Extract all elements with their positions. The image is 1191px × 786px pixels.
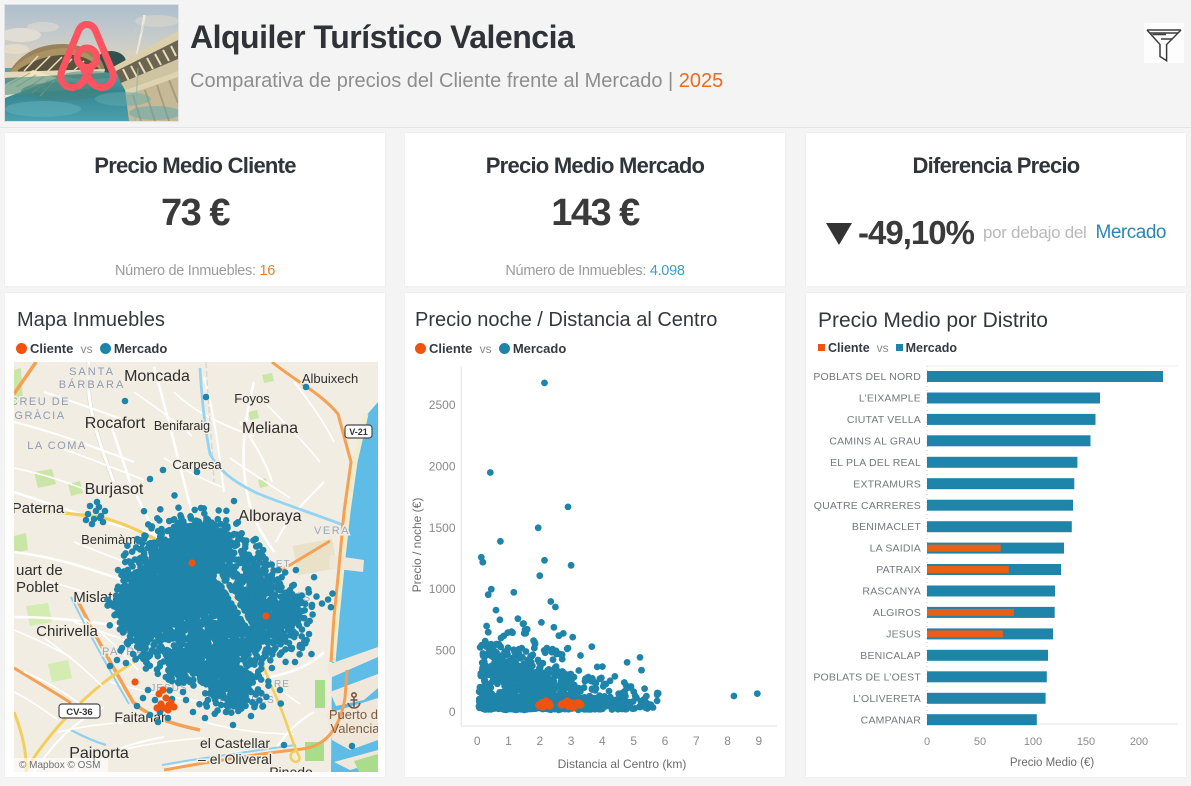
svg-text:CV-36: CV-36 [66, 707, 92, 718]
svg-text:Benifaraig: Benifaraig [154, 419, 210, 433]
svg-text:RE: RE [274, 679, 290, 690]
svg-text:BÁRBARA: BÁRBARA [59, 378, 126, 391]
svg-text:Distancia al Centro (km): Distancia al Centro (km) [558, 757, 687, 771]
svg-text:8: 8 [724, 734, 731, 748]
svg-text:LA COMA: LA COMA [27, 440, 86, 452]
svg-text:Foyos: Foyos [234, 391, 270, 406]
svg-text:Precio / noche (€): Precio / noche (€) [410, 498, 424, 593]
svg-text:Puerto de: Puerto de [329, 707, 378, 722]
svg-text:500: 500 [435, 644, 455, 658]
svg-text:CREU DE: CREU DE [14, 396, 70, 408]
svg-text:Moncada: Moncada [124, 368, 190, 385]
svg-text:Poblet: Poblet [16, 579, 59, 596]
svg-text:1500: 1500 [429, 521, 456, 535]
svg-text:uart de: uart de [16, 562, 63, 579]
svg-text:© Mapbox © OSM: © Mapbox © OSM [19, 760, 100, 771]
svg-text:0: 0 [474, 734, 481, 748]
svg-text:VERA: VERA [314, 525, 350, 537]
svg-text:3: 3 [568, 734, 575, 748]
svg-text:Valencia: Valencia [331, 721, 378, 736]
svg-text:5: 5 [630, 734, 637, 748]
svg-text:Alboraya: Alboraya [238, 508, 301, 525]
svg-text:0: 0 [449, 705, 456, 719]
svg-text:Rocafort: Rocafort [85, 415, 146, 432]
svg-text:– el Oliveral: – el Oliveral [198, 751, 272, 767]
svg-text:Faitanar: Faitanar [114, 709, 166, 725]
svg-text:Burjasot: Burjasot [85, 481, 144, 498]
svg-text:2: 2 [536, 734, 543, 748]
svg-text:4: 4 [599, 734, 606, 748]
svg-text:Pinedo: Pinedo [269, 764, 313, 772]
svg-text:1: 1 [505, 734, 512, 748]
svg-text:Carpesa: Carpesa [172, 457, 222, 472]
svg-text:1000: 1000 [429, 582, 456, 596]
svg-text:Paterna: Paterna [14, 500, 65, 517]
svg-text:Albuixech: Albuixech [302, 371, 358, 386]
svg-text:Meliana: Meliana [242, 420, 298, 437]
svg-text:SANTA: SANTA [69, 366, 115, 378]
svg-text:GRÀCIA: GRÀCIA [14, 409, 65, 422]
svg-text:2500: 2500 [429, 398, 456, 412]
svg-text:V-21: V-21 [349, 427, 368, 437]
svg-text:7: 7 [693, 734, 700, 748]
svg-text:6: 6 [662, 734, 669, 748]
svg-text:9: 9 [756, 734, 763, 748]
svg-text:el Castellar: el Castellar [200, 735, 270, 751]
svg-text:2000: 2000 [429, 459, 456, 473]
svg-text:Chirivella: Chirivella [36, 623, 98, 640]
svg-text:Benimàmet: Benimàmet [81, 532, 147, 547]
